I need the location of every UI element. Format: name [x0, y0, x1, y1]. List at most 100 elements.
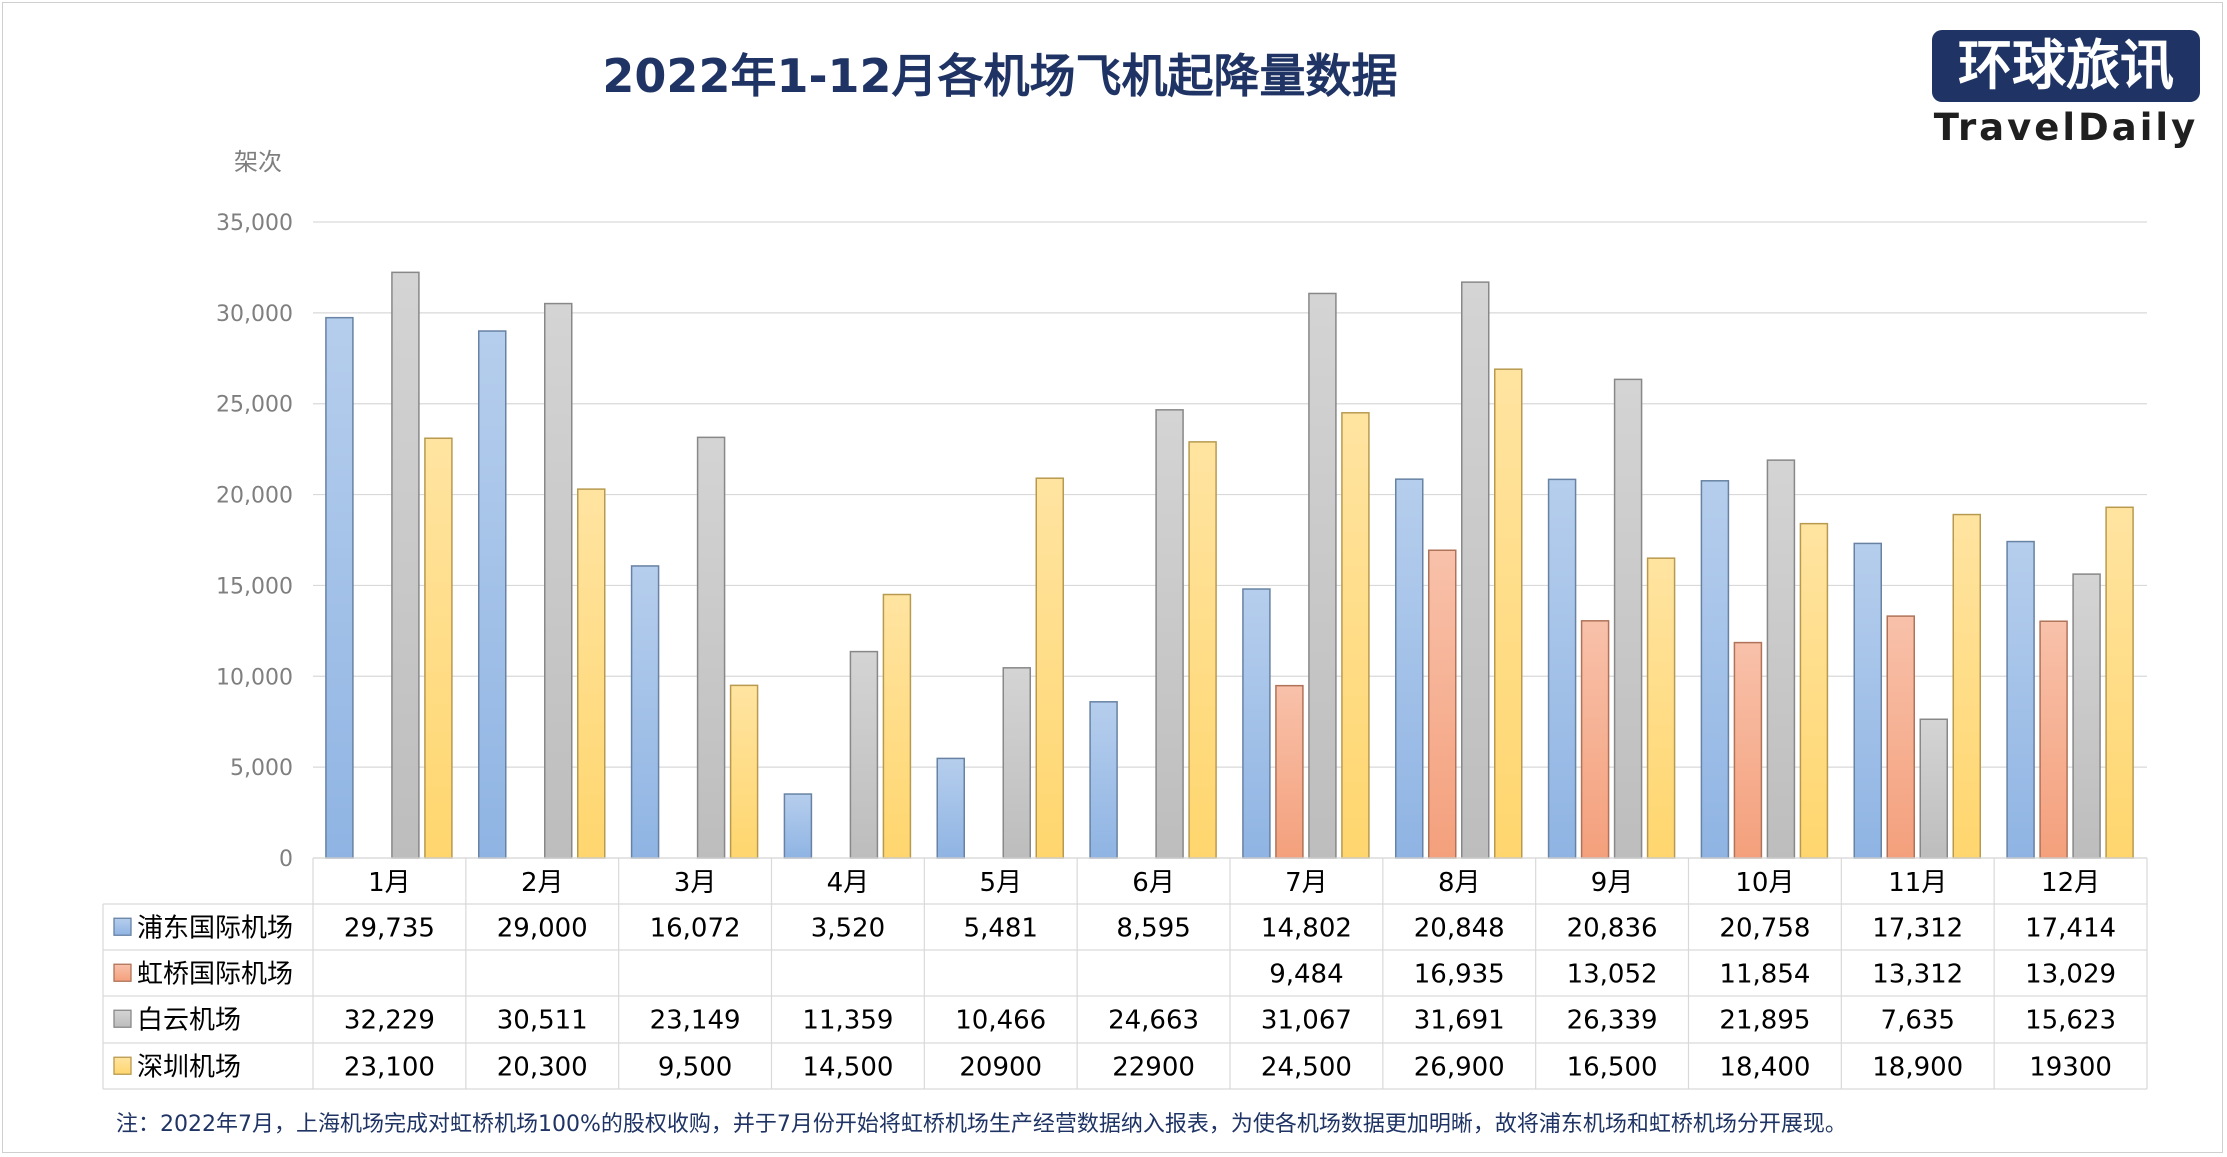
data-label: 19300 — [2029, 1052, 2112, 1082]
y-tick-label: 15,000 — [216, 574, 293, 599]
bar-1-3 — [630, 565, 660, 859]
x-tick-label: 3月 — [674, 868, 717, 898]
logo-chinese-text: 环球旅讯 — [1958, 33, 2174, 97]
bar-4-11 — [1952, 513, 1981, 859]
data-label: 20900 — [959, 1052, 1042, 1082]
data-label: 16,500 — [1567, 1052, 1658, 1082]
data-label: 20,836 — [1567, 913, 1658, 943]
bar-3-9 — [1613, 378, 1643, 859]
bar-3-11 — [1919, 718, 1948, 859]
data-label: 18,400 — [1719, 1052, 1810, 1082]
bar-3-7 — [1308, 292, 1337, 859]
bar-3-2 — [544, 302, 573, 859]
logo-badge — [1932, 30, 2200, 102]
data-label: 24,500 — [1261, 1052, 1352, 1082]
logo-english-text: TravelDaily — [1934, 106, 2198, 149]
bar-1-5 — [936, 757, 965, 859]
bar-4-7 — [1341, 412, 1370, 859]
chart-title: 2022年1-12月各机场飞机起降量数据 — [602, 49, 1397, 103]
bar-2-10 — [1733, 641, 1763, 859]
data-label: 23,100 — [344, 1052, 435, 1082]
y-tick-label: 0 — [279, 847, 293, 872]
x-tick-label: 6月 — [1132, 868, 1175, 898]
y-tick-label: 25,000 — [216, 393, 293, 418]
bar-3-6 — [1155, 409, 1184, 859]
data-label: 26,339 — [1567, 1005, 1658, 1035]
data-label: 32,229 — [344, 1005, 435, 1035]
data-label: 26,900 — [1414, 1052, 1505, 1082]
data-label: 24,663 — [1108, 1005, 1199, 1035]
data-label: 8,595 — [1116, 913, 1190, 943]
bar-3-8 — [1461, 281, 1490, 859]
bar-3-5 — [1002, 667, 1031, 859]
bar-3-12 — [2072, 573, 2101, 859]
x-tick-label: 5月 — [979, 868, 1022, 898]
bar-1-9 — [1547, 478, 1577, 859]
bar-1-12 — [2006, 540, 2035, 859]
bar-4-9 — [1646, 557, 1676, 859]
bar-2-12 — [2039, 620, 2068, 859]
x-tick-label: 12月 — [2041, 868, 2100, 898]
x-tick-label: 2月 — [521, 868, 564, 898]
y-tick-label: 20,000 — [216, 484, 293, 509]
data-label: 23,149 — [650, 1005, 741, 1035]
data-label: 14,500 — [802, 1052, 893, 1082]
bar-4-6 — [1188, 441, 1217, 859]
data-label: 31,067 — [1261, 1005, 1352, 1035]
y-tick-label: 35,000 — [216, 211, 293, 236]
data-label: 9,484 — [1269, 959, 1343, 989]
bar-4-2 — [577, 488, 606, 859]
data-label: 13,312 — [1872, 959, 1963, 989]
bar-1-2 — [478, 330, 507, 859]
traveldaily-logo: 环球旅讯 TravelDaily — [1932, 30, 2200, 149]
legend-swatch — [113, 1056, 132, 1075]
data-label: 30,511 — [497, 1005, 588, 1035]
bar-4-4 — [882, 593, 912, 859]
legend-series-name: 白云机场 — [137, 1005, 241, 1035]
x-tick-label: 7月 — [1285, 868, 1328, 898]
bar-2-7 — [1275, 684, 1304, 859]
x-tick-label: 8月 — [1438, 868, 1481, 898]
data-label: 5,481 — [964, 913, 1038, 943]
data-label: 18,900 — [1872, 1052, 1963, 1082]
bar-4-10 — [1799, 522, 1829, 859]
data-label: 13,029 — [2025, 959, 2116, 989]
bar-1-8 — [1395, 478, 1424, 859]
bar-4-8 — [1494, 368, 1523, 859]
y-tick-label: 30,000 — [216, 302, 293, 327]
bar-4-1 — [424, 437, 453, 859]
data-label: 21,895 — [1719, 1005, 1810, 1035]
bar-1-7 — [1242, 588, 1271, 859]
legend-series-name: 深圳机场 — [137, 1052, 241, 1082]
data-label: 16,935 — [1414, 959, 1505, 989]
bar-4-5 — [1035, 477, 1064, 859]
bar-3-10 — [1766, 459, 1796, 859]
bar-1-10 — [1700, 480, 1730, 859]
bar-1-11 — [1853, 542, 1882, 859]
data-label: 10,466 — [955, 1005, 1046, 1035]
bar-4-12 — [2105, 506, 2134, 859]
bar-4-3 — [729, 684, 759, 859]
data-label: 11,854 — [1719, 959, 1810, 989]
bar-3-1 — [391, 271, 420, 859]
bar-1-6 — [1089, 701, 1118, 859]
bar-1-4 — [783, 793, 813, 859]
data-label: 20,848 — [1414, 913, 1505, 943]
data-label: 3,520 — [811, 913, 885, 943]
data-label: 16,072 — [650, 913, 741, 943]
x-tick-label: 10月 — [1735, 868, 1794, 898]
data-label: 13,052 — [1567, 959, 1658, 989]
data-label: 22900 — [1112, 1052, 1195, 1082]
data-label: 11,359 — [802, 1005, 893, 1035]
legend-swatch — [113, 917, 132, 936]
data-label: 31,691 — [1414, 1005, 1505, 1035]
data-label: 7,635 — [1881, 1005, 1955, 1035]
y-axis-ticks: 0 5,000 10,000 15,000 20,000 25,000 30,000 35,0… — [216, 211, 293, 872]
legend-series-name: 虹桥国际机场 — [137, 959, 293, 989]
x-tick-label: 9月 — [1591, 868, 1634, 898]
legend-series-name: 浦东国际机场 — [137, 913, 293, 943]
bar-3-3 — [696, 436, 726, 859]
